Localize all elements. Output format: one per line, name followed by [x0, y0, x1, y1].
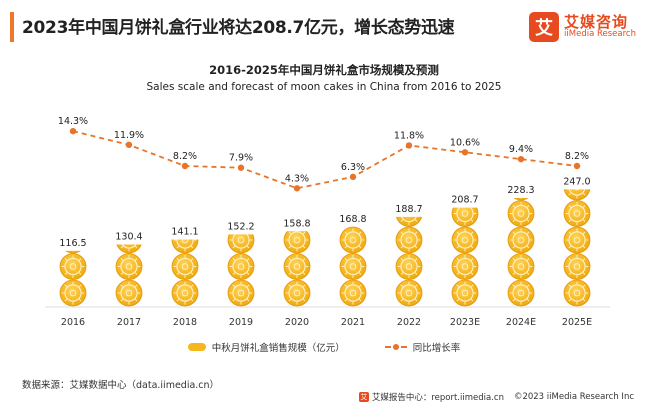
chart-legend: 中秋月饼礼盒销售规模（亿元） 同比增长率: [0, 340, 648, 354]
brand-logo: 艾 艾媒咨询 iiMedia Research: [529, 10, 636, 44]
x-tick-label: 2021: [341, 317, 365, 328]
legend-label-sales: 中秋月饼礼盒销售规模（亿元）: [211, 343, 345, 354]
growth-point-2018: [181, 162, 189, 170]
data-source: 数据来源：艾媒数据中心（data.iimedia.cn）: [22, 380, 220, 391]
growth-point-2019: [237, 164, 245, 171]
x-tick-label: 2016: [61, 317, 85, 328]
growth-value-label: 11.8%: [394, 130, 424, 141]
x-tick-label: 2025E: [562, 317, 592, 328]
growth-value-label: 4.3%: [285, 173, 309, 184]
legend-item-sales: 中秋月饼礼盒销售规模（亿元）: [187, 340, 345, 354]
footer-copyright: ©2023 iiMedia Research Inc: [513, 392, 634, 402]
bar-2019: [227, 234, 255, 307]
growth-value-label: 14.3%: [58, 116, 88, 127]
bar-2025E: [563, 189, 591, 307]
bar-2024E: [507, 198, 535, 307]
bar-value-label: 116.5: [59, 238, 86, 249]
bar-2023E: [451, 207, 479, 307]
bar-value-label: 208.7: [451, 195, 478, 206]
legend-label-growth: 同比增长率: [412, 343, 461, 354]
growth-value-label: 9.4%: [509, 144, 533, 155]
x-tick-label: 2024E: [506, 317, 536, 328]
bar-value-label: 228.3: [507, 185, 534, 196]
bar-2022: [395, 216, 423, 307]
bar-value-label: 130.4: [115, 231, 142, 242]
bar-value-label: 168.8: [339, 214, 366, 225]
footer-logo-icon: 艾: [358, 392, 369, 402]
legend-line-icon: [384, 344, 407, 350]
brand-name-en: iiMedia Research: [564, 29, 636, 40]
brand-name-cn: 艾媒咨询: [564, 12, 629, 31]
x-tick-label: 2022: [397, 317, 421, 328]
bar-2018: [171, 239, 199, 307]
x-tick-label: 2019: [229, 317, 253, 328]
bar-2016: [59, 250, 87, 307]
growth-value-label: 8.2%: [565, 151, 589, 162]
growth-point-2024E: [517, 155, 525, 163]
growth-value-label: 7.9%: [229, 153, 253, 164]
bar-value-label: 141.1: [171, 226, 198, 237]
header-accent-bar: [10, 12, 14, 42]
growth-point-2025E: [573, 162, 581, 170]
growth-value-label: 10.6%: [450, 137, 480, 148]
x-tick-label: 2020: [285, 317, 309, 328]
brand-mark-icon: 艾: [529, 12, 560, 42]
x-tick-label: 2023E: [450, 317, 480, 328]
chart-subtitle: Sales scale and forecast of moon cakes i…: [146, 81, 502, 93]
growth-point-2016: [69, 127, 77, 135]
growth-point-2017: [125, 141, 133, 149]
bar-value-label: 152.2: [227, 221, 254, 232]
growth-point-2021: [349, 173, 357, 181]
page-headline: 2023年中国月饼礼盒行业将达208.7亿元，增长态势迅速: [22, 18, 455, 38]
chart-title: 2016-2025年中国月饼礼盒市场规模及预测: [209, 63, 439, 77]
bar-2021: [339, 226, 367, 307]
bar-2020: [283, 231, 311, 307]
growth-line: [72, 130, 578, 190]
growth-value-label: 11.9%: [114, 130, 144, 141]
growth-point-2020: [293, 185, 301, 192]
growth-value-label: 6.3%: [341, 162, 365, 173]
growth-value-label: 8.2%: [173, 151, 197, 162]
growth-point-2023E: [461, 149, 469, 156]
bar-2017: [115, 244, 143, 307]
bar-value-label: 158.8: [283, 218, 310, 229]
bar-value-label: 247.0: [563, 176, 590, 187]
bar-value-label: 188.7: [395, 204, 422, 215]
footer-report-center: 艾媒报告中心：report.iimedia.cn: [371, 393, 504, 403]
footer: 艾 艾媒报告中心：report.iimedia.cn ©2023 iiMedia…: [358, 391, 634, 403]
legend-coin-icon: [187, 343, 206, 351]
x-tick-label: 2018: [173, 317, 197, 328]
x-tick-label: 2017: [117, 317, 141, 328]
growth-point-2022: [405, 142, 413, 149]
legend-item-growth: 同比增长率: [384, 340, 461, 354]
